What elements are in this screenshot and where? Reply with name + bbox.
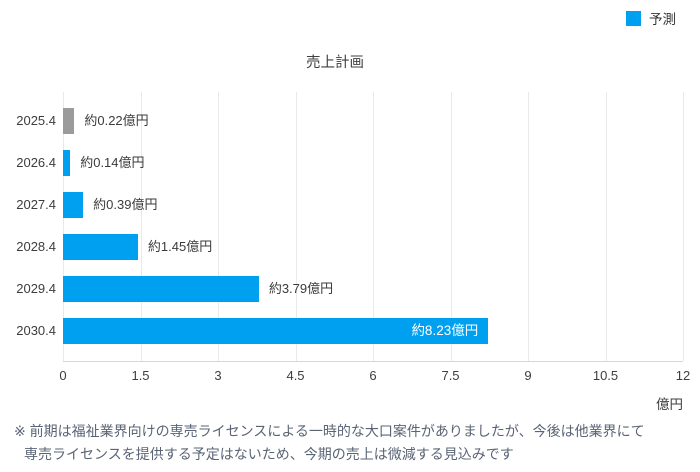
forecast-bar[interactable] — [63, 192, 84, 218]
plot-area: 約0.22億円約0.14億円約0.39億円約1.45億円約3.79億円約8.23… — [63, 92, 684, 362]
x-tick-label: 6 — [369, 368, 377, 383]
forecast-bar[interactable] — [63, 276, 259, 302]
x-tick-label: 10.5 — [592, 368, 619, 383]
x-tick-label: 12 — [675, 368, 691, 383]
x-tick-label: 9 — [524, 368, 532, 383]
y-category-label: 2030.4 — [16, 323, 56, 338]
x-axis-unit-label: 億円 — [656, 397, 683, 412]
bar-row: 約8.23億円 — [63, 310, 683, 352]
bar-value-label: 約0.14億円 — [80, 155, 145, 170]
forecast-bar[interactable] — [63, 108, 75, 134]
y-axis-category-labels: 2025.4 2026.4 2027.4 2028.4 2029.4 2030.4 — [0, 100, 56, 352]
chart-footnote: ※ 前期は福祉業界向けの専売ライセンスによる一時的な大口案件がありましたが、今後… — [14, 420, 690, 466]
x-tick-label: 4.5 — [286, 368, 305, 383]
y-category-label: 2029.4 — [16, 281, 56, 296]
footnote-line-2: 専売ライセンスを提供する予定はないため、今期の売上は微減する見込みです — [24, 446, 514, 462]
legend-label: 予測 — [649, 12, 676, 27]
bar-row: 約1.45億円 — [63, 226, 683, 268]
gridline — [683, 92, 684, 361]
legend-swatch-icon — [626, 10, 641, 26]
gridline — [295, 92, 297, 361]
gridline — [605, 92, 607, 361]
bar-value-label: 約3.79億円 — [268, 281, 334, 296]
gridline — [63, 92, 64, 361]
gridline — [450, 92, 452, 361]
bar-row: 約3.79億円 — [63, 268, 683, 310]
chart-title: 売上計画 — [306, 55, 364, 71]
bar-row: 約0.14億円 — [63, 142, 683, 184]
x-axis-labels: 0 1.5 3 4.5 6 7.5 9 10.5 12 — [59, 368, 690, 386]
bar-value-label: 約8.23億円 — [411, 323, 479, 338]
x-tick-label: 1.5 — [131, 368, 150, 383]
bar-value-label: 約1.45億円 — [147, 239, 213, 254]
gridline — [218, 92, 219, 361]
bar-value-label: 約0.39億円 — [93, 197, 158, 212]
x-tick-label: 0 — [59, 368, 67, 383]
gridline — [140, 92, 142, 361]
y-category-label: 2025.4 — [16, 113, 56, 128]
bar-value-label: 約0.22億円 — [84, 113, 149, 128]
legend-item-forecast[interactable]: 予測 — [626, 8, 676, 28]
x-tick-label: 7.5 — [441, 368, 460, 383]
bar-row: 約0.22億円 — [63, 100, 683, 142]
gridline — [528, 92, 529, 361]
y-category-label: 2026.4 — [16, 155, 56, 170]
bar-rows: 約0.22億円約0.14億円約0.39億円約1.45億円約3.79億円約8.23… — [63, 100, 683, 352]
y-category-label: 2028.4 — [16, 239, 56, 254]
footnote-line-1: ※ 前期は福祉業界向けの専売ライセンスによる一時的な大口案件がありましたが、今後… — [14, 423, 645, 439]
forecast-bar[interactable] — [63, 234, 138, 260]
x-tick-label: 3 — [214, 368, 222, 383]
gridline — [373, 92, 374, 361]
bar-row: 約0.39億円 — [63, 184, 683, 226]
y-category-label: 2027.4 — [16, 197, 56, 212]
forecast-bar[interactable] — [63, 318, 489, 344]
forecast-bar[interactable] — [63, 150, 71, 176]
